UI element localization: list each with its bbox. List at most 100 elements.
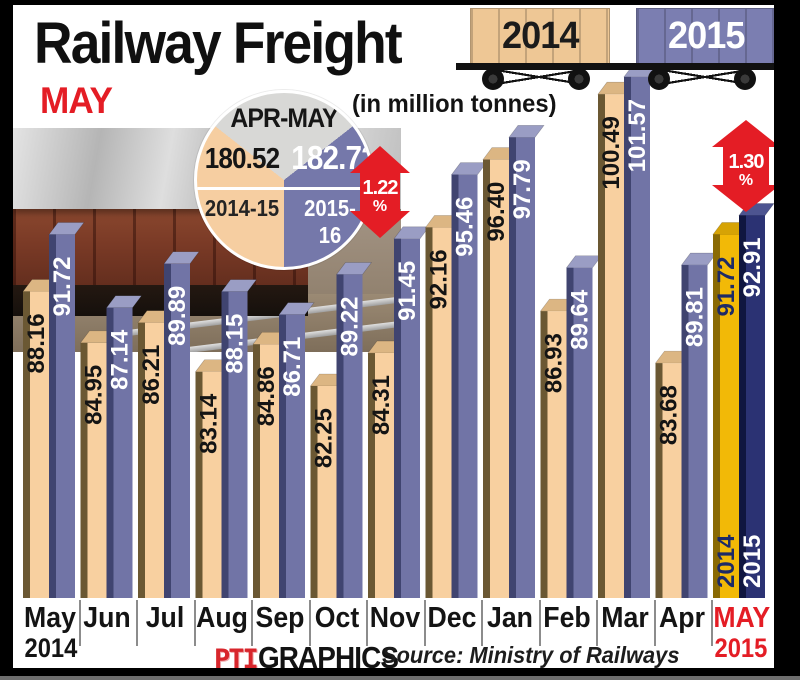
double-arrow-icon [350, 146, 410, 238]
bar-May-2015: 91.72 [48, 222, 85, 599]
wagon-chassis-icon [456, 63, 622, 70]
axis-divider [538, 600, 541, 646]
wagon-wheel-icon [734, 68, 756, 90]
month-label-Dec: Dec [427, 602, 477, 634]
bar-value-label: 84.86 [253, 366, 280, 426]
axis-divider [596, 600, 598, 646]
pie-value-2014-15: 180.52 [204, 143, 280, 175]
month-label-Feb: Feb [543, 602, 591, 634]
bar-value-label: 92.16 [426, 249, 453, 309]
bar-value-label: 95.46 [452, 197, 479, 257]
bar-Jan-2015: 97.79 [508, 125, 545, 599]
bar-value-label: 100.49 [598, 116, 625, 189]
frame-bottom-gray [0, 676, 800, 680]
bar-Jun-2015: 87.14 [105, 295, 143, 598]
bar-Apr-2014: 83.68 [654, 350, 692, 598]
wagon-truss-icon [662, 70, 748, 84]
growth-value: 1.22 [362, 177, 399, 200]
wagon-wheel-icon [648, 68, 670, 90]
bar-value-label: 91.72 [713, 256, 740, 316]
axis-divider [78, 600, 81, 646]
bar-Jan-2014: 96.40 [482, 147, 519, 598]
pie-heading: APR-MAY [230, 103, 338, 133]
bar-Dec-2014: 92.16 [424, 215, 462, 598]
frame-top [0, 0, 800, 5]
month-label-Jan: Jan [486, 602, 533, 634]
wagon-ribs [471, 9, 609, 64]
axis-divider [193, 600, 196, 646]
percent-sign: % [372, 198, 388, 216]
bar-Nov-2015: 91.45 [393, 226, 430, 599]
wagon-body-icon: 2015 [636, 8, 776, 65]
bar-value-label: 83.68 [656, 385, 683, 445]
bar-value-label: 97.79 [509, 159, 536, 219]
double-arrow-icon [712, 120, 780, 212]
growth-value: 1.30 [728, 151, 765, 174]
month-label-Nov: Nov [369, 602, 420, 634]
bar-year-label: 2015 [739, 535, 766, 588]
wagon-truss-icon [496, 70, 582, 84]
month-label-Jun: Jun [83, 602, 131, 634]
wagon-ribs [637, 9, 775, 64]
axis-divider [653, 600, 656, 646]
month-label-Apr: Apr [659, 602, 705, 634]
axis-divider [423, 600, 426, 646]
month-label-MAY: MAY [712, 602, 770, 634]
bar-value-label: 91.45 [394, 261, 421, 321]
bar-Apr-2015: 89.81 [680, 252, 718, 598]
legend-year-2015: 2015 [667, 15, 745, 57]
axis-divider [308, 600, 311, 646]
bar-value-label: 83.14 [196, 393, 223, 454]
bar-value-label: 89.89 [164, 286, 191, 346]
month-label-Aug: Aug [196, 602, 248, 634]
legend-wagon-2015: 2015 [622, 8, 788, 94]
month-label-Oct: Oct [314, 602, 360, 634]
month-label-Sep: Sep [255, 602, 304, 634]
bar-Aug-2015: 88.15 [220, 279, 258, 598]
bar-value-label: 86.71 [279, 337, 306, 397]
bar-value-label: 96.40 [483, 182, 510, 242]
bar-value-label: 101.57 [624, 99, 651, 172]
frame-left [0, 0, 13, 680]
bar-value-label: 89.81 [682, 287, 709, 347]
month-label-May: May [23, 602, 76, 634]
bar-year-label: 2014 [713, 534, 740, 588]
axis-divider [251, 600, 253, 646]
bar-Sep-2015: 86.71 [278, 302, 315, 598]
bar-Jul-2014: 86.21 [137, 310, 174, 598]
wagon-wheel-icon [568, 68, 590, 90]
units-label: (in million tonnes) [352, 90, 557, 118]
year-label: 2015 [713, 633, 767, 663]
apr-may-summary-pie: APR-MAY 180.52 182.72 2014-15 2015-16 [194, 90, 374, 270]
bar-Dec-2015: 95.46 [450, 162, 488, 598]
month-label-Jul: Jul [145, 602, 184, 634]
bar-Oct-2015: 89.22 [335, 262, 373, 598]
bar-MAY-2015: 92.91 2015 [738, 203, 775, 598]
pie-period-2014-15: 2014-15 [204, 195, 280, 221]
axis-divider [481, 600, 483, 646]
pie-period-2015-16: 2015-16 [304, 195, 356, 248]
bar-value-label: 86.21 [138, 345, 165, 405]
wagon-wheel-icon [482, 68, 504, 90]
bar-value-label: 82.25 [311, 408, 338, 468]
bar-Jul-2015: 89.89 [163, 251, 200, 598]
wagon-body-icon: 2014 [470, 8, 610, 65]
bar-Nov-2014: 84.31 [367, 340, 404, 598]
legend-wagon-2014: 2014 [456, 8, 622, 94]
page-title: Railway Freight [34, 11, 403, 76]
legend-year-2014: 2014 [501, 15, 579, 57]
bar-value-label: 89.64 [567, 289, 594, 350]
bar-value-label: 84.31 [368, 375, 395, 435]
may-growth-badge: 1.30 % [712, 120, 780, 212]
bar-value-label: 84.95 [81, 365, 108, 425]
bar-value-label: 91.72 [49, 256, 76, 316]
bar-value-label: 88.16 [23, 313, 50, 373]
axis-divider [711, 600, 713, 646]
frame-right [774, 0, 800, 680]
pie-divider-line [197, 187, 371, 190]
percent-sign: % [738, 172, 754, 190]
bar-Mar-2014: 100.49 [597, 81, 634, 598]
wagon-chassis-icon [622, 63, 788, 70]
